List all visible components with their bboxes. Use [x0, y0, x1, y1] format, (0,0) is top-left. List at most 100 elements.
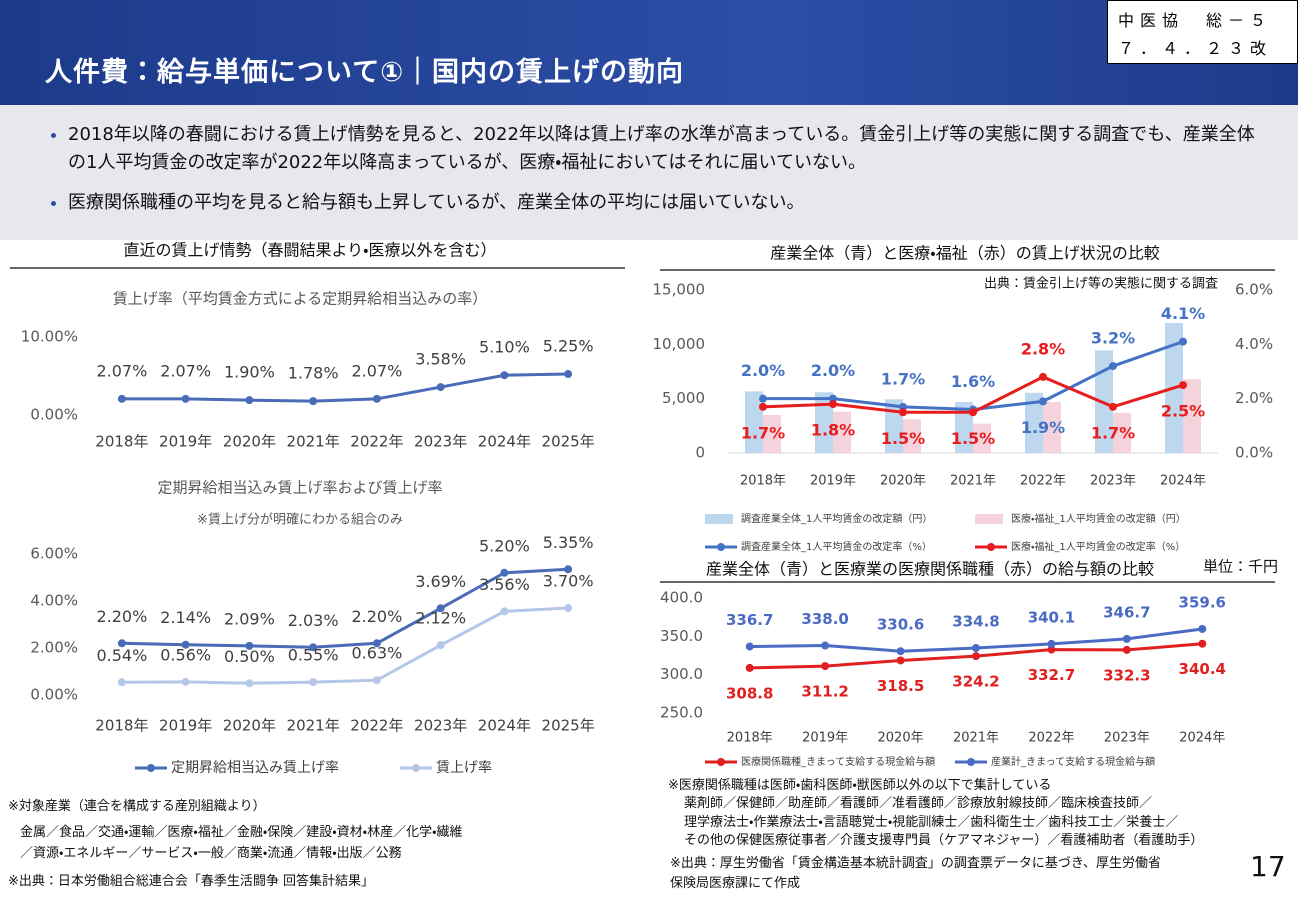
y-tick-label: 350.0	[660, 627, 703, 645]
point	[759, 402, 767, 411]
legend-swatch	[705, 514, 733, 524]
point	[1109, 362, 1117, 371]
point	[309, 397, 318, 406]
data-label: 2.07%	[351, 361, 402, 380]
y-tick-label: 0	[695, 444, 705, 462]
data-label: 0.55%	[288, 646, 339, 665]
data-label: 332.7	[1028, 666, 1075, 684]
point	[972, 652, 980, 661]
x-tick-label: 2020年	[880, 474, 926, 489]
data-label: 340.1	[1028, 608, 1075, 626]
point	[564, 370, 573, 379]
bar	[903, 419, 921, 453]
x-tick-label: 2022年	[350, 717, 403, 735]
y-tick-label: 300.0	[660, 665, 703, 683]
x-tick-label: 2022年	[1020, 474, 1066, 489]
point	[436, 604, 445, 613]
point	[821, 641, 830, 650]
data-label: 338.0	[801, 610, 848, 628]
legend-marker	[147, 764, 155, 772]
point	[181, 677, 190, 686]
x-tick-label: 2024年	[478, 433, 531, 451]
point	[972, 643, 980, 652]
note: その他の保健医療従事者／介護支援専門員（ケアマネジャー）／看護補助者（看護助手）	[684, 833, 1204, 848]
header	[0, 0, 1298, 105]
point	[500, 568, 509, 577]
data-label: 332.3	[1103, 666, 1150, 684]
data-label: 2.0%	[741, 361, 785, 380]
x-tick-label: 2023年	[1104, 731, 1150, 746]
point	[1039, 372, 1047, 381]
point	[896, 647, 905, 656]
data-label: 1.7%	[881, 369, 925, 388]
bar	[745, 391, 763, 453]
point	[117, 394, 126, 403]
chart-title: 産業全体（青）と医療業の医療関係職種（赤）の給与額の比較	[706, 560, 1154, 579]
data-label: 2.07%	[160, 361, 211, 380]
point	[500, 371, 509, 380]
legend-label: 医療・福祉_1人平均賃金の改定額（円）	[1011, 512, 1186, 525]
point	[829, 400, 837, 409]
point	[564, 565, 573, 574]
page-number: 17	[1250, 850, 1286, 883]
x-tick-label: 2021年	[950, 474, 996, 489]
y-tick-label: 400.0	[660, 589, 703, 607]
legend-label: 医療関係職種_きまって支給する現金給与額	[741, 755, 935, 768]
summary: 2018年以降の春闘における賃上げ情勢を見ると、2022年以降は賃上げ率の水準が…	[0, 105, 1298, 240]
data-label: 1.8%	[811, 421, 855, 440]
x-tick-label: 2025年	[542, 433, 595, 451]
data-label: 0.63%	[351, 644, 402, 663]
y-tick-label: 15,000	[653, 281, 706, 299]
data-label: 1.90%	[224, 363, 275, 382]
data-label: 2.20%	[351, 607, 402, 626]
x-tick-label: 2021年	[287, 433, 340, 451]
point	[745, 642, 754, 651]
x-tick-label: 2018年	[95, 433, 148, 451]
bar	[1183, 379, 1201, 453]
data-label: 2.09%	[224, 609, 275, 628]
bar	[1025, 392, 1043, 453]
x-tick-label: 2019年	[802, 731, 848, 746]
bullet: 医療関係職種の平均を見ると給与額も上昇しているが、産業全体の平均には届いていない…	[68, 189, 1258, 217]
note: ※出典：日本労働組合総連合会「春季生活闘争 回答集計結果」	[8, 874, 375, 889]
bullet: 2018年以降の春闘における賃上げ情勢を見ると、2022年以降は賃上げ率の水準が…	[68, 121, 1258, 177]
legend-marker	[987, 543, 995, 551]
legend-marker	[412, 764, 420, 772]
point	[1047, 645, 1056, 654]
point	[1179, 381, 1187, 390]
point	[245, 396, 254, 405]
bar	[955, 401, 973, 453]
point	[436, 641, 445, 650]
data-label: 359.6	[1179, 593, 1226, 611]
x-tick-label: 2019年	[159, 433, 212, 451]
x-tick-label: 2024年	[478, 717, 531, 735]
chart-source: 出典：賃金引上げ等の実態に関する調査	[984, 276, 1218, 292]
chart-title: 定期昇給相当込み賃上げ率および賃上げ率	[157, 479, 442, 497]
note: 理学療法士・作業療法士・言語聴覚士・視能訓練士／歯科衛生士／歯科技工士／栄養士／	[684, 815, 1179, 830]
y2-tick-label: 4.0%	[1235, 335, 1273, 353]
chart-unit: 単位：千円	[1203, 558, 1278, 576]
note: 薬剤師／保健師／助産師／看護師／准看護師／診療放射線技師／臨床検査技師／	[684, 796, 1153, 811]
point	[372, 676, 381, 685]
point	[245, 679, 254, 688]
chart-title: 産業全体（青）と医療・福祉（赤）の賃上げ状況の比較	[770, 244, 1159, 263]
series-line	[121, 606, 569, 685]
point	[759, 394, 767, 403]
x-tick-label: 2022年	[350, 433, 403, 451]
note: ※対象産業（連合を構成する産別組織より）	[8, 799, 266, 814]
data-label: 334.8	[952, 612, 999, 630]
x-tick-label: 2022年	[1028, 731, 1074, 746]
data-label: 1.7%	[1091, 423, 1135, 442]
note: 保険局医療課にて作成	[670, 876, 801, 891]
x-tick-label: 2018年	[727, 731, 773, 746]
data-label: 2.12%	[415, 609, 466, 628]
point	[1122, 645, 1131, 654]
data-label: 1.7%	[741, 423, 785, 442]
x-tick-label: 2021年	[287, 717, 340, 735]
point	[117, 639, 126, 648]
point	[745, 663, 754, 672]
data-label: 0.56%	[160, 645, 211, 664]
y-tick-label: 6.00%	[30, 545, 78, 563]
data-label: 5.20%	[479, 536, 530, 555]
